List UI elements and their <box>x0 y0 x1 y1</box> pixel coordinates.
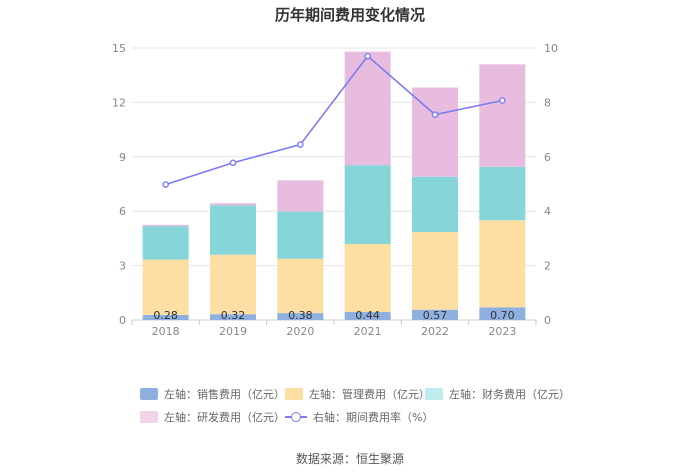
line-point <box>229 159 237 167</box>
y-left-tick-label: 6 <box>119 205 126 218</box>
data-label: 0.32 <box>221 309 246 322</box>
bar-segment-0 <box>479 307 526 320</box>
bar-segment-0 <box>277 313 324 320</box>
x-tick-label: 2021 <box>354 325 382 338</box>
y-left-tick-label: 9 <box>119 151 126 164</box>
bar-segment-2 <box>344 165 391 245</box>
bar-segment-3 <box>142 224 189 227</box>
line-point <box>364 52 371 60</box>
data-label: 0.28 <box>153 309 178 322</box>
y-right-tick-label: 0 <box>544 314 551 327</box>
x-tick-label: 2018 <box>152 325 180 338</box>
bar-segment-2 <box>142 226 189 260</box>
legend-item-expense-ratio[interactable]: 右轴：期间费用率（%） <box>285 409 433 425</box>
bar-segment-2 <box>210 205 256 255</box>
bar-segment-1 <box>479 220 526 308</box>
legend-label-rd: 左轴：研发费用（亿元） <box>164 411 285 424</box>
legend-swatch-finance <box>425 388 443 400</box>
y-right-tick-label: 4 <box>544 205 551 218</box>
bar-segment-1 <box>412 232 458 310</box>
legend-item-admin[interactable]: 左轴：管理费用（亿元） <box>285 386 430 402</box>
legend-swatch-expense-ratio <box>285 411 307 423</box>
legend-label-admin: 左轴：管理费用（亿元） <box>309 388 430 401</box>
bar-segment-2 <box>412 176 458 233</box>
legend-label-finance: 左轴：财务费用（亿元） <box>449 388 570 401</box>
data-label: 0.44 <box>355 309 380 322</box>
line-point <box>499 97 506 104</box>
y-left-tick-label: 12 <box>112 96 126 109</box>
y-right-tick-label: 10 <box>544 42 558 55</box>
bar-segment-0 <box>344 312 391 320</box>
x-tick-label: 2022 <box>421 325 449 338</box>
legend-item-sales[interactable]: 左轴：销售费用（亿元） <box>140 386 285 402</box>
bar-segment-3 <box>412 87 458 177</box>
bar-segment-2 <box>479 166 526 221</box>
bar-segment-1 <box>210 254 256 315</box>
line-point <box>297 141 304 148</box>
bar-segment-2 <box>277 211 324 259</box>
bar-segment-3 <box>210 203 256 206</box>
bar-segment-3 <box>277 180 324 212</box>
legend-swatch-admin <box>285 388 303 400</box>
line-series-expense-ratio <box>165 54 503 186</box>
x-tick-label: 2020 <box>286 325 314 338</box>
bar-segment-3 <box>479 64 526 167</box>
bar-segment-0 <box>412 309 458 320</box>
bar-segment-1 <box>277 258 324 314</box>
bar-segment-3 <box>344 51 391 166</box>
y-left-tick-label: 3 <box>119 260 126 273</box>
data-source: 数据来源：恒生聚源 <box>295 452 404 466</box>
x-tick-label: 2019 <box>219 325 247 338</box>
chart-plot: 0 3 6 9 12 15 0 2 4 6 8 10 2018 2019 2020 2021 2022 2023 0… <box>112 42 558 338</box>
y-left-tick-label: 15 <box>112 42 126 55</box>
legend-swatch-rd <box>140 411 158 423</box>
y-right-tick-label: 6 <box>544 151 551 164</box>
legend-swatch-sales <box>140 388 158 400</box>
legend-label-sales: 左轴：销售费用（亿元） <box>164 388 285 401</box>
legend-label-expense-ratio: 右轴：期间费用率（%） <box>313 411 434 424</box>
x-tick-label: 2023 <box>488 325 516 338</box>
legend-item-rd[interactable]: 左轴：研发费用（亿元） <box>140 409 285 425</box>
bar-segment-1 <box>142 259 189 315</box>
bar-segment-0 <box>210 314 256 320</box>
data-label: 0.57 <box>423 309 448 322</box>
data-label: 0.70 <box>490 309 515 322</box>
y-right-tick-label: 8 <box>544 96 551 109</box>
y-right-tick-label: 2 <box>544 260 551 273</box>
chart-title: 历年期间费用变化情况 <box>274 6 425 24</box>
legend-item-finance[interactable]: 左轴：财务费用（亿元） <box>425 386 570 402</box>
bar-segment-1 <box>344 244 391 313</box>
line-point <box>162 181 169 188</box>
data-label: 0.38 <box>288 309 313 322</box>
y-left-tick-label: 0 <box>119 314 126 327</box>
line-point <box>431 111 439 118</box>
bar-segment-0 <box>142 314 189 320</box>
